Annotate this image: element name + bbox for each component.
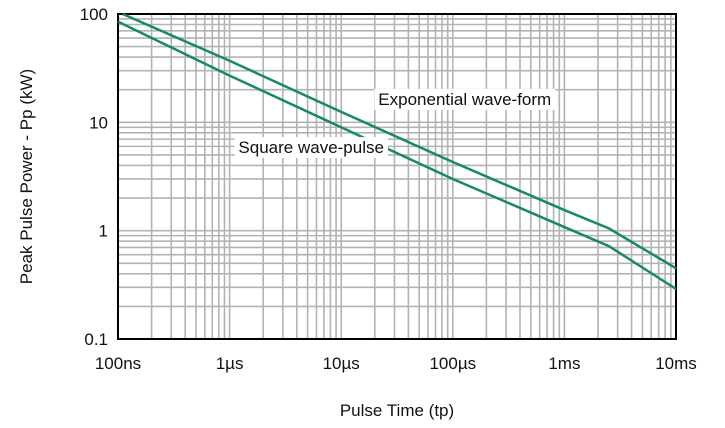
annotation-1: Square wave-pulse bbox=[238, 138, 384, 157]
y-axis-ticks: 0.1 1 10 100 bbox=[80, 5, 108, 349]
annotation-background bbox=[234, 137, 388, 159]
series-layer bbox=[117, 12, 677, 290]
grid bbox=[117, 14, 676, 340]
x-tick-label: 100µs bbox=[429, 354, 476, 373]
series-line-1 bbox=[117, 20, 677, 290]
series-line-0 bbox=[122, 12, 677, 270]
y-tick-label: 0.1 bbox=[84, 330, 108, 349]
annotation-layer: Exponential wave-form Square wave-pulse bbox=[234, 88, 556, 159]
x-axis-ticks: 100ns 1µs 10µs 100µs 1ms 10ms bbox=[95, 354, 697, 373]
plot-frame bbox=[117, 13, 677, 340]
y-tick-label: 1 bbox=[99, 222, 108, 241]
x-tick-label: 1ms bbox=[548, 354, 580, 373]
y-tick-label: 10 bbox=[89, 113, 108, 132]
y-axis-label: Peak Pulse Power - Pp (kW) bbox=[17, 69, 36, 284]
x-tick-label: 10ms bbox=[655, 354, 697, 373]
x-tick-label: 10µs bbox=[323, 354, 360, 373]
annotation-background bbox=[374, 88, 556, 110]
annotation-0: Exponential wave-form bbox=[378, 90, 551, 109]
x-tick-label: 1µs bbox=[216, 354, 244, 373]
y-tick-label: 100 bbox=[80, 5, 108, 24]
x-axis-label: Pulse Time (tp) bbox=[340, 401, 454, 420]
x-tick-label: 100ns bbox=[95, 354, 141, 373]
